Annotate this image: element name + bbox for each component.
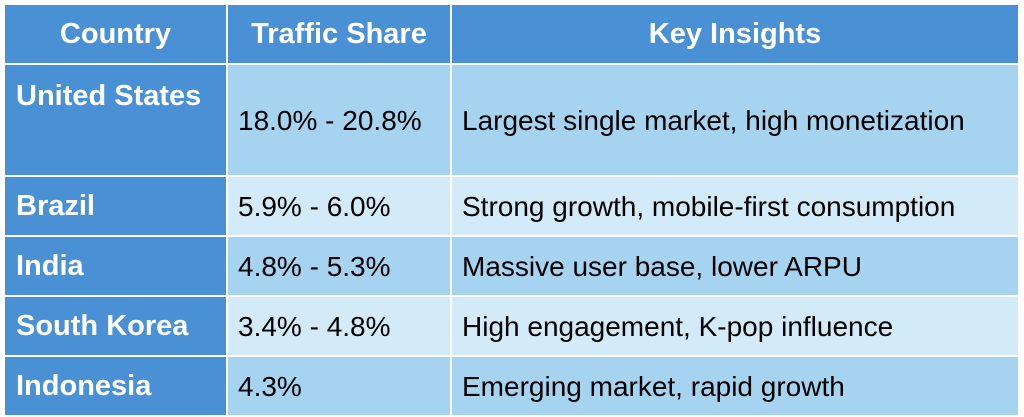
insight-cell: Strong growth, mobile-first consumption: [450, 175, 1020, 237]
table-row: Indonesia 4.3% Emerging market, rapid gr…: [3, 355, 1020, 417]
traffic-share-cell: 18.0% - 20.8%: [226, 63, 452, 177]
insight-cell: Massive user base, lower ARPU: [450, 235, 1020, 297]
table-row: South Korea 3.4% - 4.8% High engagement,…: [3, 295, 1020, 357]
traffic-share-table-container: Country Traffic Share Key Insights Unite…: [3, 3, 1020, 417]
table-row: India 4.8% - 5.3% Massive user base, low…: [3, 235, 1020, 297]
table-header-row: Country Traffic Share Key Insights: [3, 3, 1020, 65]
table-row: Brazil 5.9% - 6.0% Strong growth, mobile…: [3, 175, 1020, 237]
traffic-share-cell: 4.8% - 5.3%: [226, 235, 452, 297]
country-cell: Indonesia: [3, 355, 228, 417]
header-key-insights: Key Insights: [450, 3, 1020, 65]
traffic-share-cell: 5.9% - 6.0%: [226, 175, 452, 237]
insight-cell: Emerging market, rapid growth: [450, 355, 1020, 417]
header-traffic-share: Traffic Share: [226, 3, 452, 65]
traffic-share-table: Country Traffic Share Key Insights Unite…: [3, 3, 1020, 417]
insight-cell: High engagement, K-pop influence: [450, 295, 1020, 357]
insight-cell: Largest single market, high monetization: [450, 63, 1020, 177]
traffic-share-cell: 3.4% - 4.8%: [226, 295, 452, 357]
country-cell: South Korea: [3, 295, 228, 357]
table-row: United States 18.0% - 20.8% Largest sing…: [3, 63, 1020, 177]
traffic-share-cell: 4.3%: [226, 355, 452, 417]
country-cell: United States: [3, 63, 228, 177]
header-country: Country: [3, 3, 228, 65]
country-cell: India: [3, 235, 228, 297]
country-cell: Brazil: [3, 175, 228, 237]
